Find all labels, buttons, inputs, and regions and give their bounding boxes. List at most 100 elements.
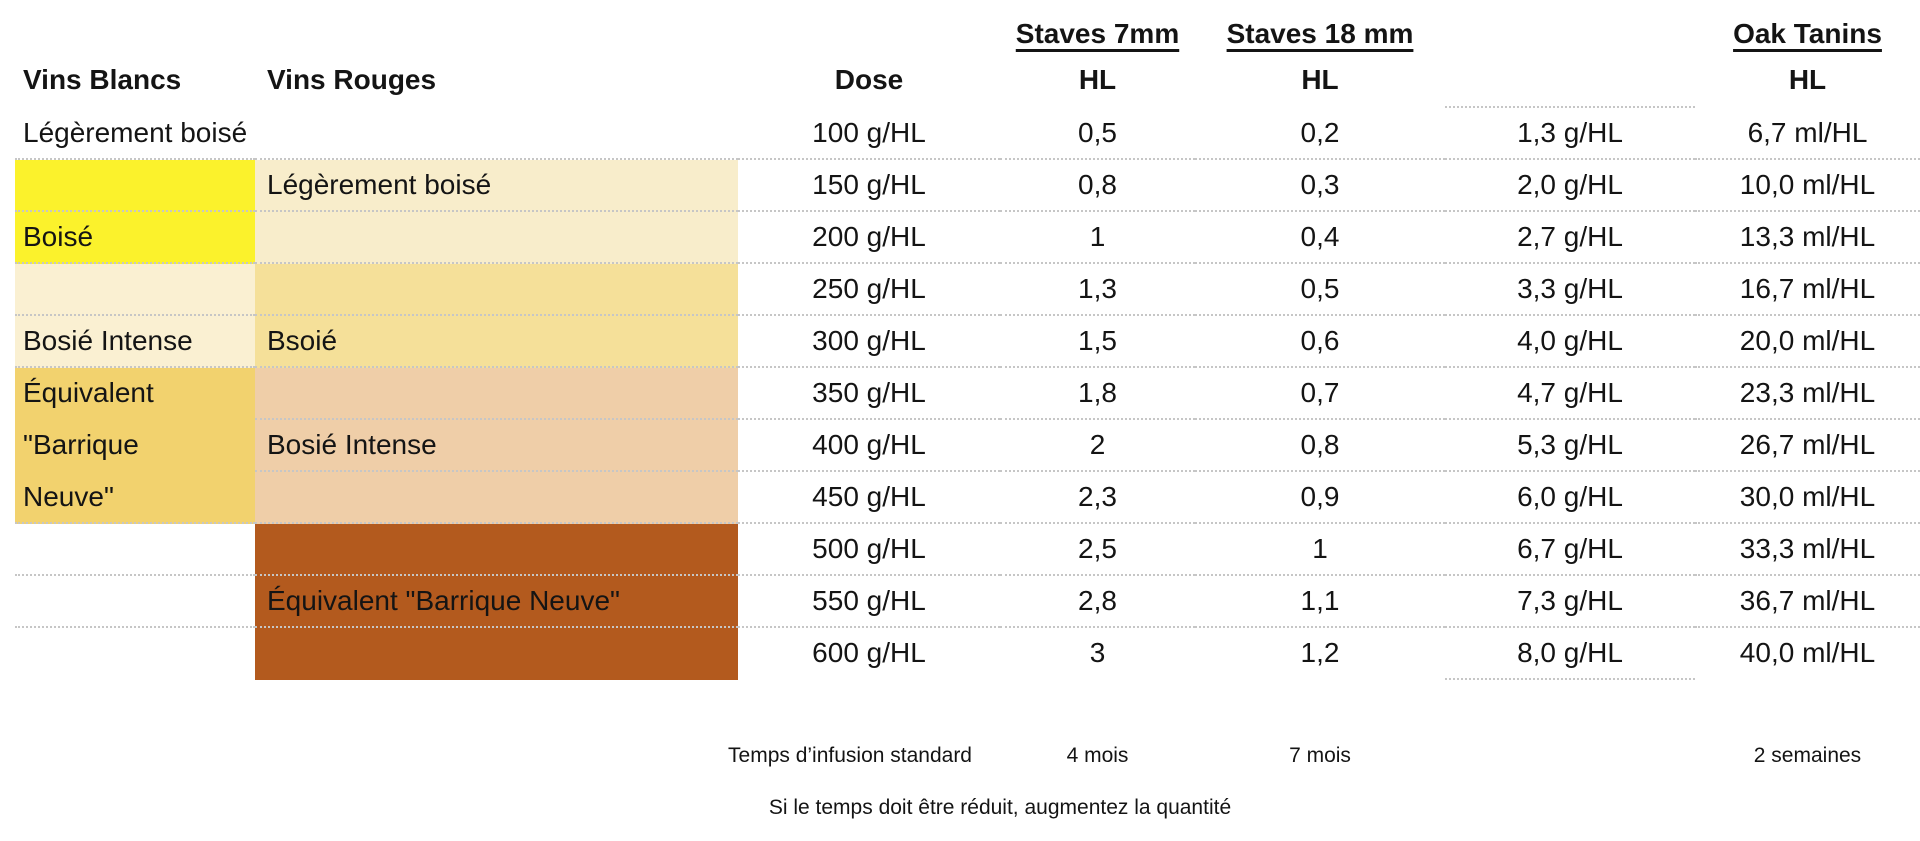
cell-dose: 500 g/HL	[738, 524, 1000, 576]
cell-vins-rouges: Légèrement boisé	[255, 160, 738, 212]
group-header-spacer	[15, 8, 255, 54]
cell-vins-blancs	[15, 264, 255, 316]
cell-tanin-g: 8,0 g/HL	[1445, 628, 1695, 680]
cell-vins-blancs	[15, 628, 255, 680]
cell-vins-rouges: Équivalent "Barrique Neuve"	[255, 576, 738, 628]
cell-dose: 300 g/HL	[738, 316, 1000, 368]
group-header-spacer	[738, 8, 1000, 54]
table-row: 500 g/HL 2,5 1 6,7 g/HL 33,3 ml/HL	[15, 524, 1920, 576]
cell-staves7-hl: 3	[1089, 637, 1106, 668]
dosage-table: Staves 7mm Staves 18 mm Oak Tanins Vins …	[15, 8, 1920, 680]
col-header-hl-staves18: HL	[1301, 64, 1339, 95]
table-row: Équivalent "Barrique Neuve" 550 g/HL 2,8…	[15, 576, 1920, 628]
cell-dose: 400 g/HL	[738, 420, 1000, 472]
cell-tanin-g: 4,0 g/HL	[1445, 316, 1695, 368]
group-header-staves-18mm: Staves 18 mm	[1226, 18, 1414, 49]
cell-staves7-hl: 1	[1000, 212, 1195, 264]
cell-tanin-ml: 40,0 ml/HL	[1739, 637, 1876, 668]
table-row: "Barrique Bosié Intense 400 g/HL 2 0,8 5…	[15, 420, 1920, 472]
oak-infusion-time: 2 semaines	[1753, 744, 1862, 767]
cell-tanin-ml: 13,3 ml/HL	[1695, 212, 1920, 264]
cell-tanin-g: 5,3 g/HL	[1445, 420, 1695, 472]
cell-vins-blancs: Équivalent	[15, 368, 255, 420]
cell-vins-rouges	[255, 212, 738, 264]
footer-spacer	[1445, 744, 1695, 768]
cell-dose: 250 g/HL	[738, 264, 1000, 316]
cell-tanin-g: 1,3 g/HL	[1445, 108, 1695, 160]
reduction-note: Si le temps doit être réduit, augmentez …	[768, 796, 1232, 819]
group-header-spacer	[1445, 8, 1695, 54]
cell-tanin-ml: 20,0 ml/HL	[1695, 316, 1920, 368]
col-header-hl-staves7: HL	[1078, 64, 1117, 95]
cell-staves7-hl: 1,3	[1000, 264, 1195, 316]
cell-dose: 550 g/HL	[738, 576, 1000, 628]
cell-vins-blancs	[15, 160, 255, 212]
cell-staves7-hl: 0,8	[1000, 160, 1195, 212]
cell-dose: 450 g/HL	[738, 472, 1000, 524]
cell-vins-blancs	[15, 524, 255, 576]
cell-dose: 100 g/HL	[738, 108, 1000, 160]
table-row: Équivalent 350 g/HL 1,8 0,7 4,7 g/HL 23,…	[15, 368, 1920, 420]
footer-spacer	[255, 744, 738, 768]
cell-staves7-hl: 2,5	[1000, 524, 1195, 576]
cell-tanin-g: 7,3 g/HL	[1445, 576, 1695, 628]
group-header-staves-7mm: Staves 7mm	[1015, 18, 1180, 49]
cell-staves18-hl: 1,1	[1195, 576, 1445, 628]
cell-tanin-g: 2,0 g/HL	[1445, 160, 1695, 212]
cell-vins-blancs: Boisé	[15, 212, 255, 264]
cell-vins-rouges	[255, 108, 738, 160]
footer-spacer	[15, 744, 255, 768]
table-row: Neuve" 450 g/HL 2,3 0,9 6,0 g/HL 30,0 ml…	[15, 472, 1920, 524]
cell-vins-rouges	[255, 628, 738, 680]
cell-tanin-ml: 16,7 ml/HL	[1695, 264, 1920, 316]
col-header-dose: Dose	[834, 64, 904, 95]
cell-dose: 150 g/HL	[738, 160, 1000, 212]
cell-vins-rouges	[255, 264, 738, 316]
table-row: Légèrement boisé 100 g/HL 0,5 0,2 1,3 g/…	[15, 108, 1920, 160]
cell-tanin-ml: 23,3 ml/HL	[1695, 368, 1920, 420]
staves7-infusion-time: 4 mois	[1066, 744, 1129, 767]
cell-staves7-hl: 1,5	[1000, 316, 1195, 368]
cell-tanin-g: 4,7 g/HL	[1445, 368, 1695, 420]
cell-staves18-hl: 1	[1195, 524, 1445, 576]
column-header-row: Vins Blancs Vins Rouges Dose HL HL HL	[15, 54, 1920, 108]
cell-vins-blancs	[15, 576, 255, 628]
cell-tanin-ml: 33,3 ml/HL	[1695, 524, 1920, 576]
table-row: Légèrement boisé 150 g/HL 0,8 0,3 2,0 g/…	[15, 160, 1920, 212]
cell-tanin-g: 6,0 g/HL	[1445, 472, 1695, 524]
cell-dose: 350 g/HL	[738, 368, 1000, 420]
cell-vins-rouges	[255, 524, 738, 576]
cell-vins-rouges: Bsoié	[255, 316, 738, 368]
infusion-time-label: Temps d’infusion standard	[728, 744, 972, 767]
cell-staves18-hl: 0,8	[1195, 420, 1445, 472]
group-header-oak-tanins: Oak Tanins	[1733, 18, 1882, 49]
cell-tanin-g: 3,3 g/HL	[1445, 264, 1695, 316]
cell-vins-rouges	[255, 368, 738, 420]
cell-vins-blancs: Légèrement boisé	[15, 108, 255, 160]
cell-staves18-hl: 0,9	[1195, 472, 1445, 524]
col-header-vins-blancs: Vins Blancs	[23, 64, 182, 95]
cell-staves7-hl: 2,8	[1000, 576, 1195, 628]
cell-vins-rouges: Bosié Intense	[255, 420, 738, 472]
cell-staves7-hl: 0,5	[1000, 108, 1195, 160]
cell-tanin-ml: 30,0 ml/HL	[1695, 472, 1920, 524]
cell-vins-blancs: Neuve"	[15, 472, 255, 524]
cell-staves7-hl: 2,3	[1000, 472, 1195, 524]
cell-tanin-ml: 10,0 ml/HL	[1695, 160, 1920, 212]
col-header-unnamed	[1445, 54, 1695, 108]
cell-tanin-g: 2,7 g/HL	[1445, 212, 1695, 264]
table-row: Boisé 200 g/HL 1 0,4 2,7 g/HL 13,3 ml/HL	[15, 212, 1920, 264]
cell-staves18-hl: 0,5	[1195, 264, 1445, 316]
cell-staves18-hl: 0,6	[1195, 316, 1445, 368]
table-row: 600 g/HL 3 1,2 8,0 g/HL 40,0 ml/HL	[15, 628, 1920, 680]
cell-dose: 600 g/HL	[812, 637, 926, 668]
group-header-row: Staves 7mm Staves 18 mm Oak Tanins	[15, 8, 1920, 54]
cell-staves18-hl: 0,4	[1195, 212, 1445, 264]
infusion-time-row: Temps d’infusion standard 4 mois 7 mois …	[15, 744, 1920, 768]
cell-vins-blancs: "Barrique	[15, 420, 255, 472]
cell-staves18-hl: 0,3	[1195, 160, 1445, 212]
cell-tanin-g: 6,7 g/HL	[1445, 524, 1695, 576]
group-header-spacer	[255, 8, 738, 54]
cell-staves18-hl: 0,7	[1195, 368, 1445, 420]
cell-staves18-hl: 0,2	[1195, 108, 1445, 160]
